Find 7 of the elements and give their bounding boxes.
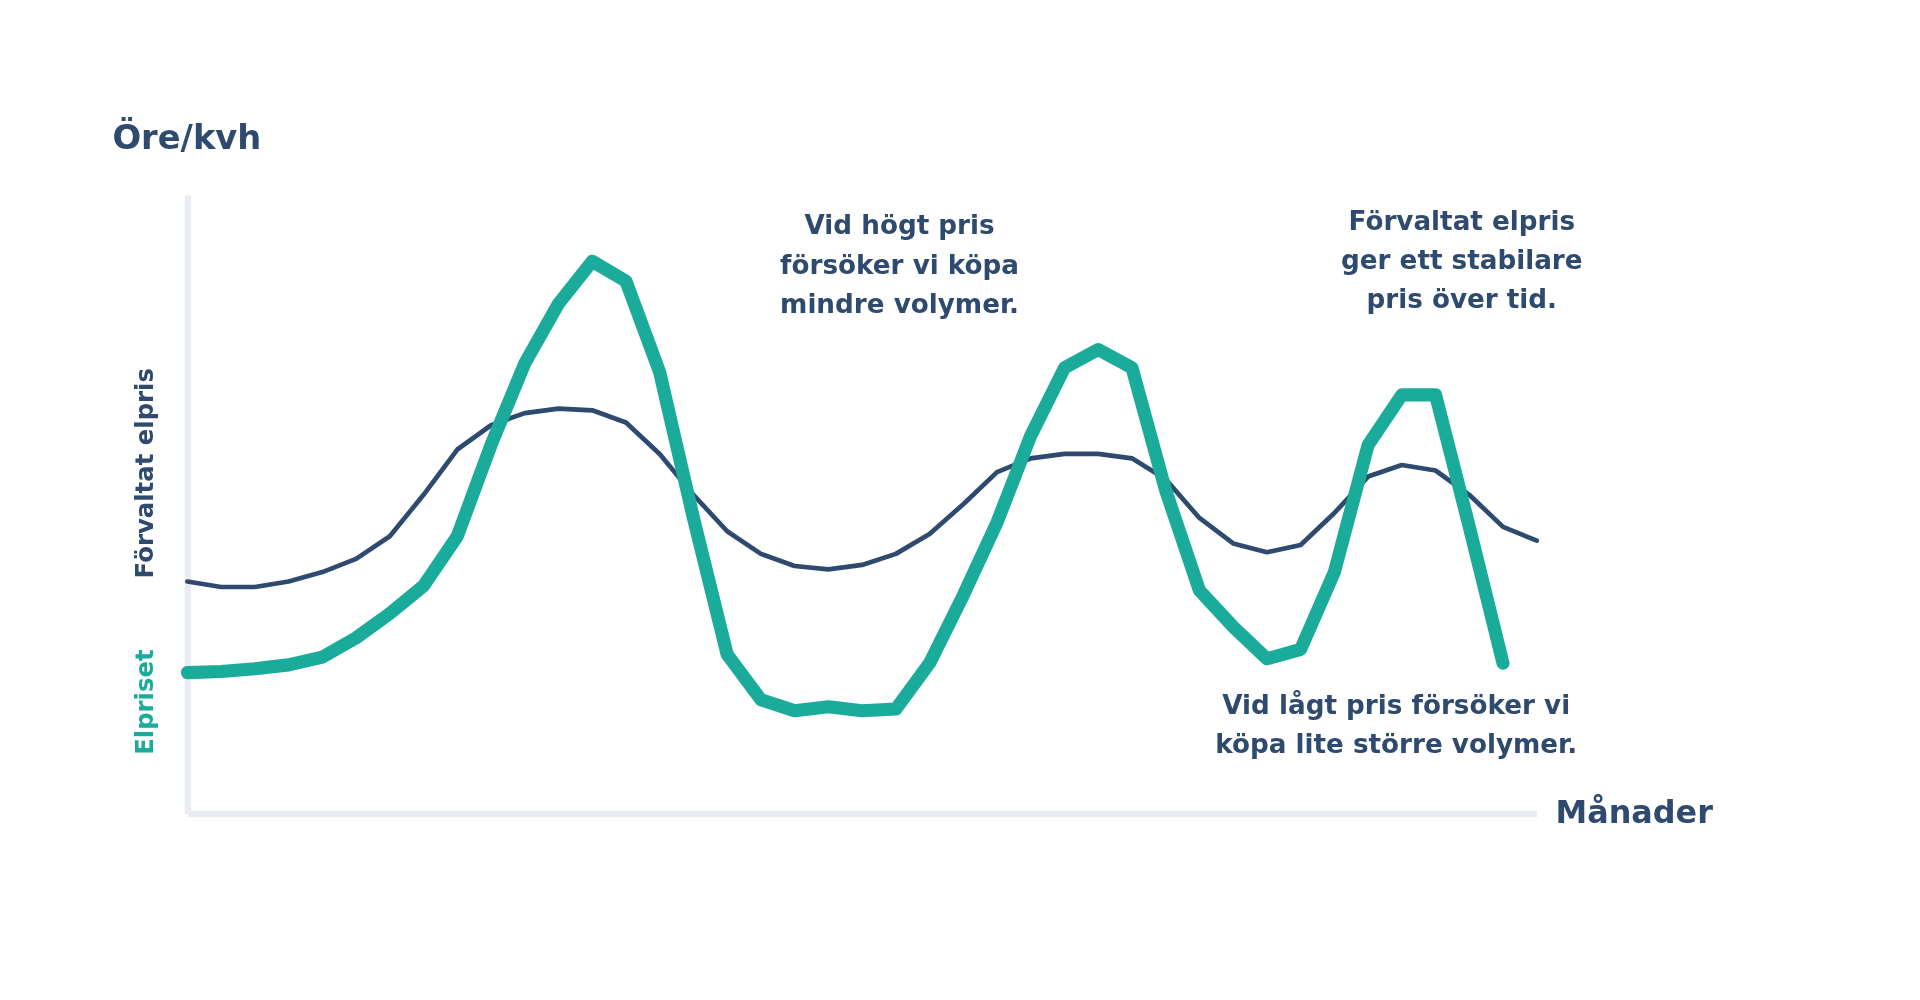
annotation: Förvaltat elpris ger ett stabilare pris över tid. [1341, 205, 1583, 315]
text: Elpriset [129, 649, 159, 755]
annotation: Vid högt pris försöker vi köpa mindre volymer. [780, 210, 1020, 320]
chart-title: Öre/kvh [112, 117, 262, 158]
text: Förvaltat elpris [129, 368, 159, 579]
x-axis-title: Månader [1555, 792, 1714, 831]
annotation: Vid lågt pris försöker vi köpa lite större volymer. [1215, 689, 1578, 760]
